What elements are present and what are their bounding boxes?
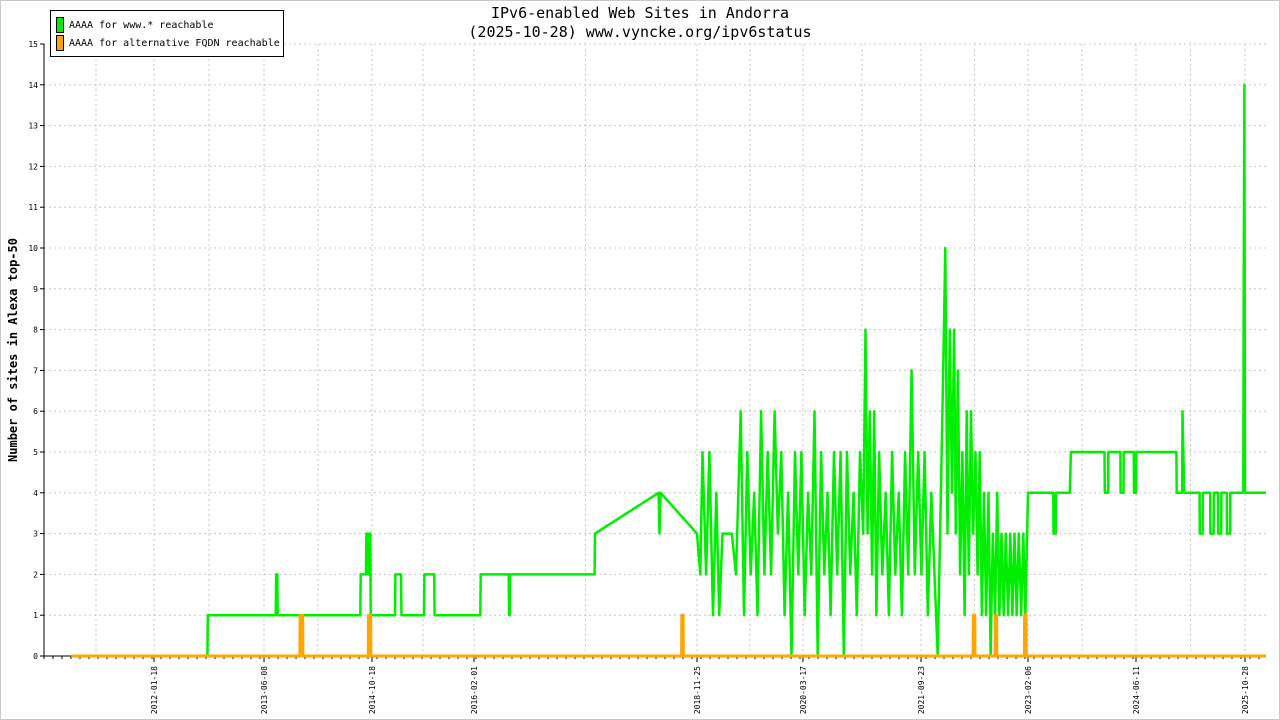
legend-item-www: AAAA for www.* reachable [56,17,214,33]
y-tick-label: 6 [33,407,38,416]
legend-swatch-alt-fqdn [56,35,64,51]
series-lines [71,83,1266,658]
y-tick-label: 13 [28,122,38,131]
y-tick-label: 12 [28,162,38,171]
chart-legend: AAAA for www.* reachable AAAA for altern… [50,10,284,57]
y-tick-label: 8 [33,326,38,335]
y-tick-label: 10 [28,244,38,253]
legend-label-alt-fqdn: AAAA for alternative FQDN reachable [69,37,280,49]
legend-swatch-www [56,17,64,33]
x-tick-label: 2016-02-01 [470,666,479,714]
x-tick-label: 2021-09-23 [917,666,926,714]
legend-label-www: AAAA for www.* reachable [69,19,214,31]
y-tick-label: 9 [33,285,38,294]
x-tick-label: 2012-01-18 [150,666,159,714]
series-line-www [71,83,1266,658]
y-tick-label: 4 [33,489,38,498]
y-tick-label: 5 [33,448,38,457]
y-tick-label: 7 [33,366,38,375]
y-tick-label: 14 [28,81,38,90]
y-tick-label: 0 [33,652,38,661]
chart-subtitle: (2025-10-28) www.vyncke.org/ipv6status [468,23,812,41]
y-tick-label: 2 [33,570,38,579]
x-tick-label: 2024-06-11 [1132,666,1141,714]
y-tick-label: 1 [33,611,38,620]
x-tick-label: 2020-03-17 [799,666,808,714]
y-tick-label: 15 [28,40,38,49]
x-tick-labels: 2012-01-18 2013-06-08 2014-10-18 2016-02-01… [150,666,1250,714]
chart-title: IPv6-enabled Web Sites in Andorra [490,4,789,22]
x-tick-label: 2025-10-28 [1241,666,1250,714]
legend-item-alt-fqdn: AAAA for alternative FQDN reachable [56,35,280,51]
x-tick-label: 2014-10-18 [368,666,377,714]
x-tick-label: 2013-06-08 [260,666,269,714]
series-line-alt-fqdn [71,613,1266,658]
y-tick-label: 11 [28,203,38,212]
y-tick-label: 3 [33,530,38,539]
x-tick-label: 2023-02-06 [1024,666,1033,714]
grid-lines [44,43,1266,656]
x-tick-label: 2018-11-25 [693,666,702,714]
